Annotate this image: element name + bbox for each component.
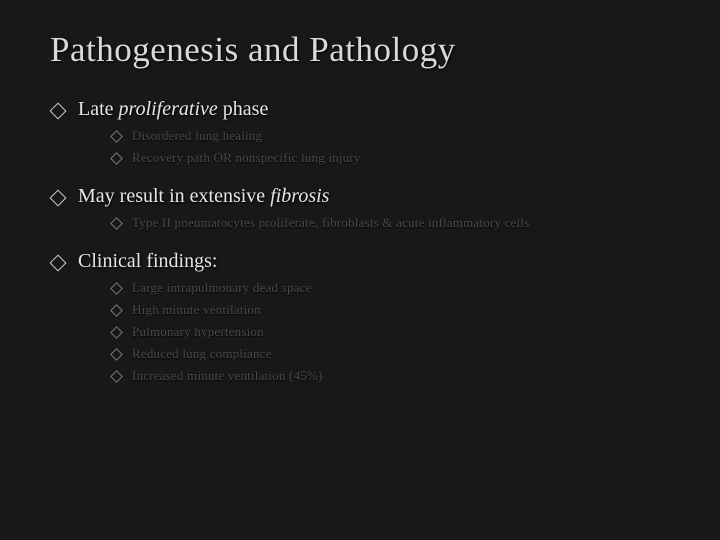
sub-bullet-item: Recovery path OR nonspecific lung injury xyxy=(110,149,685,167)
sub-bullet-item: Increased minute ventilation (45%) xyxy=(110,367,685,385)
sub-bullet-item: Reduced lung compliance xyxy=(110,345,685,363)
bullet-item: Late proliferative phase Disordered lung… xyxy=(50,98,685,167)
text-run: phase xyxy=(218,98,269,120)
sub-bullet-list: Type II pneumatocytes proliferate, fibro… xyxy=(110,214,685,232)
sub-bullet-text: Type II pneumatocytes proliferate, fibro… xyxy=(132,215,529,230)
sub-bullet-text: Pulmonary hypertension xyxy=(132,324,264,339)
text-run-italic: fibrosis xyxy=(270,185,329,207)
sub-bullet-text: Increased minute ventilation (45%) xyxy=(132,368,323,383)
sub-bullet-item: Type II pneumatocytes proliferate, fibro… xyxy=(110,214,685,232)
bullet-text: Late proliferative phase xyxy=(78,98,268,120)
sub-bullet-item: Disordered lung healing xyxy=(110,127,685,145)
text-run-italic: proliferative xyxy=(119,98,218,120)
slide: Pathogenesis and Pathology Late prolifer… xyxy=(0,0,720,540)
sub-bullet-text: Disordered lung healing xyxy=(132,128,262,143)
bullet-text: May result in extensive fibrosis xyxy=(78,185,329,207)
sub-bullet-item: Pulmonary hypertension xyxy=(110,323,685,341)
bullet-text: Clinical findings: xyxy=(78,250,217,272)
sub-bullet-item: Large intrapulmonary dead space xyxy=(110,279,685,297)
slide-title: Pathogenesis and Pathology xyxy=(50,30,685,70)
text-run: May result in extensive xyxy=(78,185,270,207)
text-run: Late xyxy=(78,98,119,120)
bullet-item: May result in extensive fibrosis Type II… xyxy=(50,185,685,232)
sub-bullet-text: Reduced lung compliance xyxy=(132,346,272,361)
sub-bullet-text: High minute ventilation xyxy=(132,302,261,317)
sub-bullet-text: Large intrapulmonary dead space xyxy=(132,280,312,295)
bullet-item: Clinical findings: Large intrapulmonary … xyxy=(50,250,685,385)
text-run: Clinical findings: xyxy=(78,250,217,272)
sub-bullet-list: Large intrapulmonary dead space High min… xyxy=(110,279,685,385)
sub-bullet-list: Disordered lung healing Recovery path OR… xyxy=(110,127,685,167)
sub-bullet-text: Recovery path OR nonspecific lung injury xyxy=(132,150,361,165)
bullet-list: Late proliferative phase Disordered lung… xyxy=(50,98,685,385)
sub-bullet-item: High minute ventilation xyxy=(110,301,685,319)
